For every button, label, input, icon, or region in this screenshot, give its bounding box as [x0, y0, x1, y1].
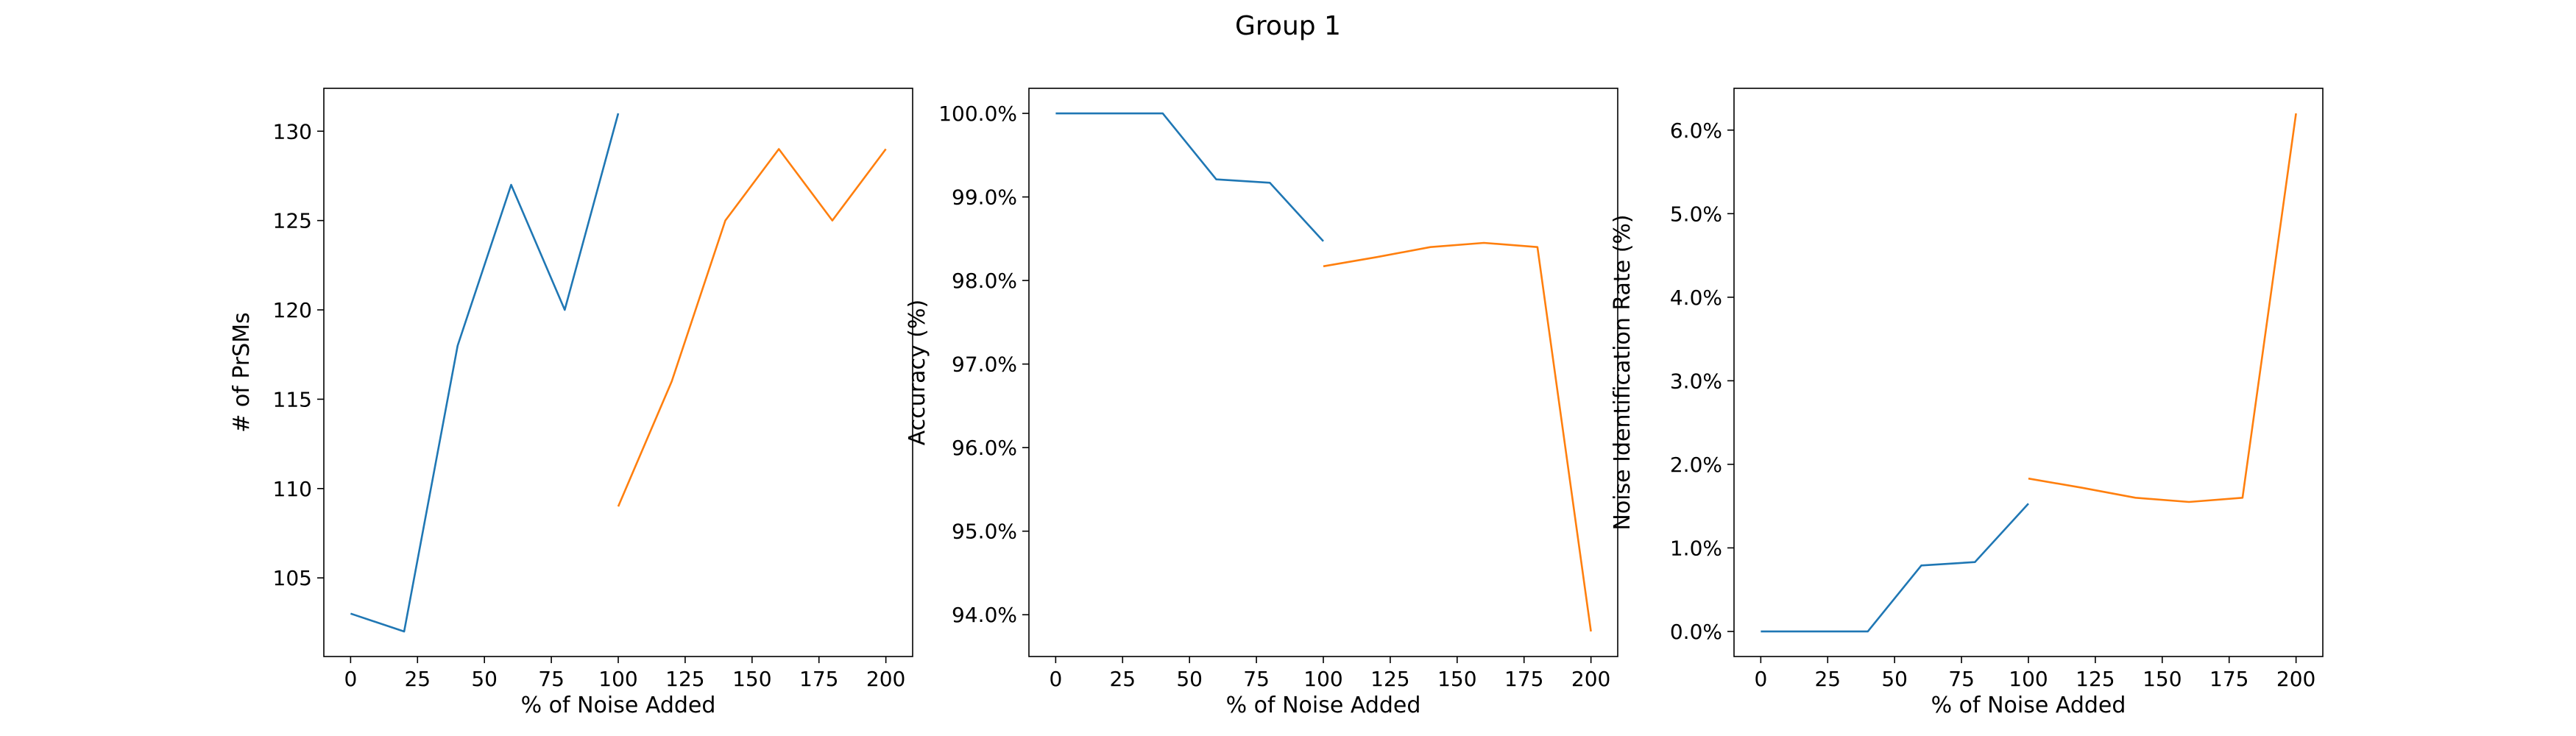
x-axis-label: % of Noise Added	[1931, 693, 2126, 718]
y-tick-label: 99.0%	[952, 185, 1017, 210]
x-tick-label: 150	[1437, 667, 1476, 691]
series-line-1	[350, 113, 620, 633]
x-tick-label: 150	[732, 667, 771, 691]
y-tick-label: 110	[273, 477, 312, 501]
y-tick-label: 97.0%	[952, 353, 1017, 377]
x-tick-label: 75	[1243, 667, 1270, 691]
y-tick-label: 6.0%	[1670, 118, 1722, 143]
series-line-2	[2028, 113, 2297, 503]
x-tick-label: 125	[2076, 667, 2115, 691]
x-tick-label: 50	[1881, 667, 1908, 691]
y-axis-label: Noise Identification Rate (%)	[1610, 214, 1635, 530]
x-tick-label: 200	[866, 667, 905, 691]
y-tick-label: 130	[273, 119, 312, 144]
y-axis-label: # of PrSMs	[229, 312, 255, 433]
x-tick-label: 50	[471, 667, 498, 691]
y-tick-label: 98.0%	[952, 269, 1017, 293]
y-tick-label: 105	[273, 566, 312, 590]
x-tick-label: 200	[1571, 667, 1610, 691]
subplot-prsms: 0 25 50 75 100 125 150 175 200 105 110 115 120 125 130…	[229, 88, 913, 718]
y-tick-label: 94.0%	[952, 603, 1017, 627]
x-tick-label: 75	[1948, 667, 1975, 691]
y-tick-label: 125	[273, 209, 312, 233]
y-tick-label: 3.0%	[1670, 369, 1722, 393]
x-tick-label: 125	[1370, 667, 1409, 691]
y-tick-label: 4.0%	[1670, 286, 1722, 310]
y-tick-label: 96.0%	[952, 436, 1017, 460]
y-tick-label: 120	[273, 298, 312, 322]
x-tick-label: 125	[665, 667, 704, 691]
x-tick-label: 25	[404, 667, 431, 691]
series-line-1	[1761, 503, 2029, 633]
x-tick-label: 0	[344, 667, 357, 691]
series-line-2	[1323, 241, 1592, 632]
x-tick-label: 50	[1176, 667, 1203, 691]
figure-title: Group 1	[1235, 11, 1341, 41]
x-tick-label: 25	[1814, 667, 1841, 691]
y-tick-label: 115	[273, 387, 312, 411]
x-tick-label: 0	[1049, 667, 1062, 691]
subplot-noise-id-rate: 0 25 50 75 100 125 150 175 200 0.0% 1.0% 2.0% 3.0% 4.…	[1610, 88, 2324, 718]
y-axis-label: Accuracy (%)	[905, 300, 930, 445]
x-tick-label: 200	[2276, 667, 2315, 691]
x-axis-label: % of Noise Added	[521, 693, 716, 718]
x-tick-label: 75	[538, 667, 565, 691]
subplot-accuracy: 0 25 50 75 100 125 150 175 200 94.0% 95.0% 96.0% 97.…	[905, 88, 1618, 718]
y-tick-label: 5.0%	[1670, 202, 1722, 226]
y-tick-label: 1.0%	[1670, 536, 1722, 560]
series-line-2	[617, 148, 887, 507]
y-tick-label: 2.0%	[1670, 453, 1722, 477]
x-tick-label: 175	[2209, 667, 2248, 691]
y-tick-label: 100.0%	[938, 102, 1017, 126]
x-axis-label: % of Noise Added	[1226, 693, 1421, 718]
series-line-1	[1055, 112, 1324, 242]
y-tick-label: 0.0%	[1670, 620, 1722, 644]
x-tick-label: 100	[598, 667, 637, 691]
subplots: 0 25 50 75 100 125 150 175 200 105 110 115 120 125 130…	[229, 88, 2324, 718]
y-tick-label: 95.0%	[952, 520, 1017, 544]
x-tick-label: 150	[2142, 667, 2182, 691]
x-tick-label: 0	[1754, 667, 1767, 691]
x-tick-label: 100	[1303, 667, 1342, 691]
x-tick-label: 175	[1504, 667, 1543, 691]
x-tick-label: 175	[799, 667, 838, 691]
x-tick-label: 25	[1109, 667, 1136, 691]
x-tick-label: 100	[2009, 667, 2048, 691]
